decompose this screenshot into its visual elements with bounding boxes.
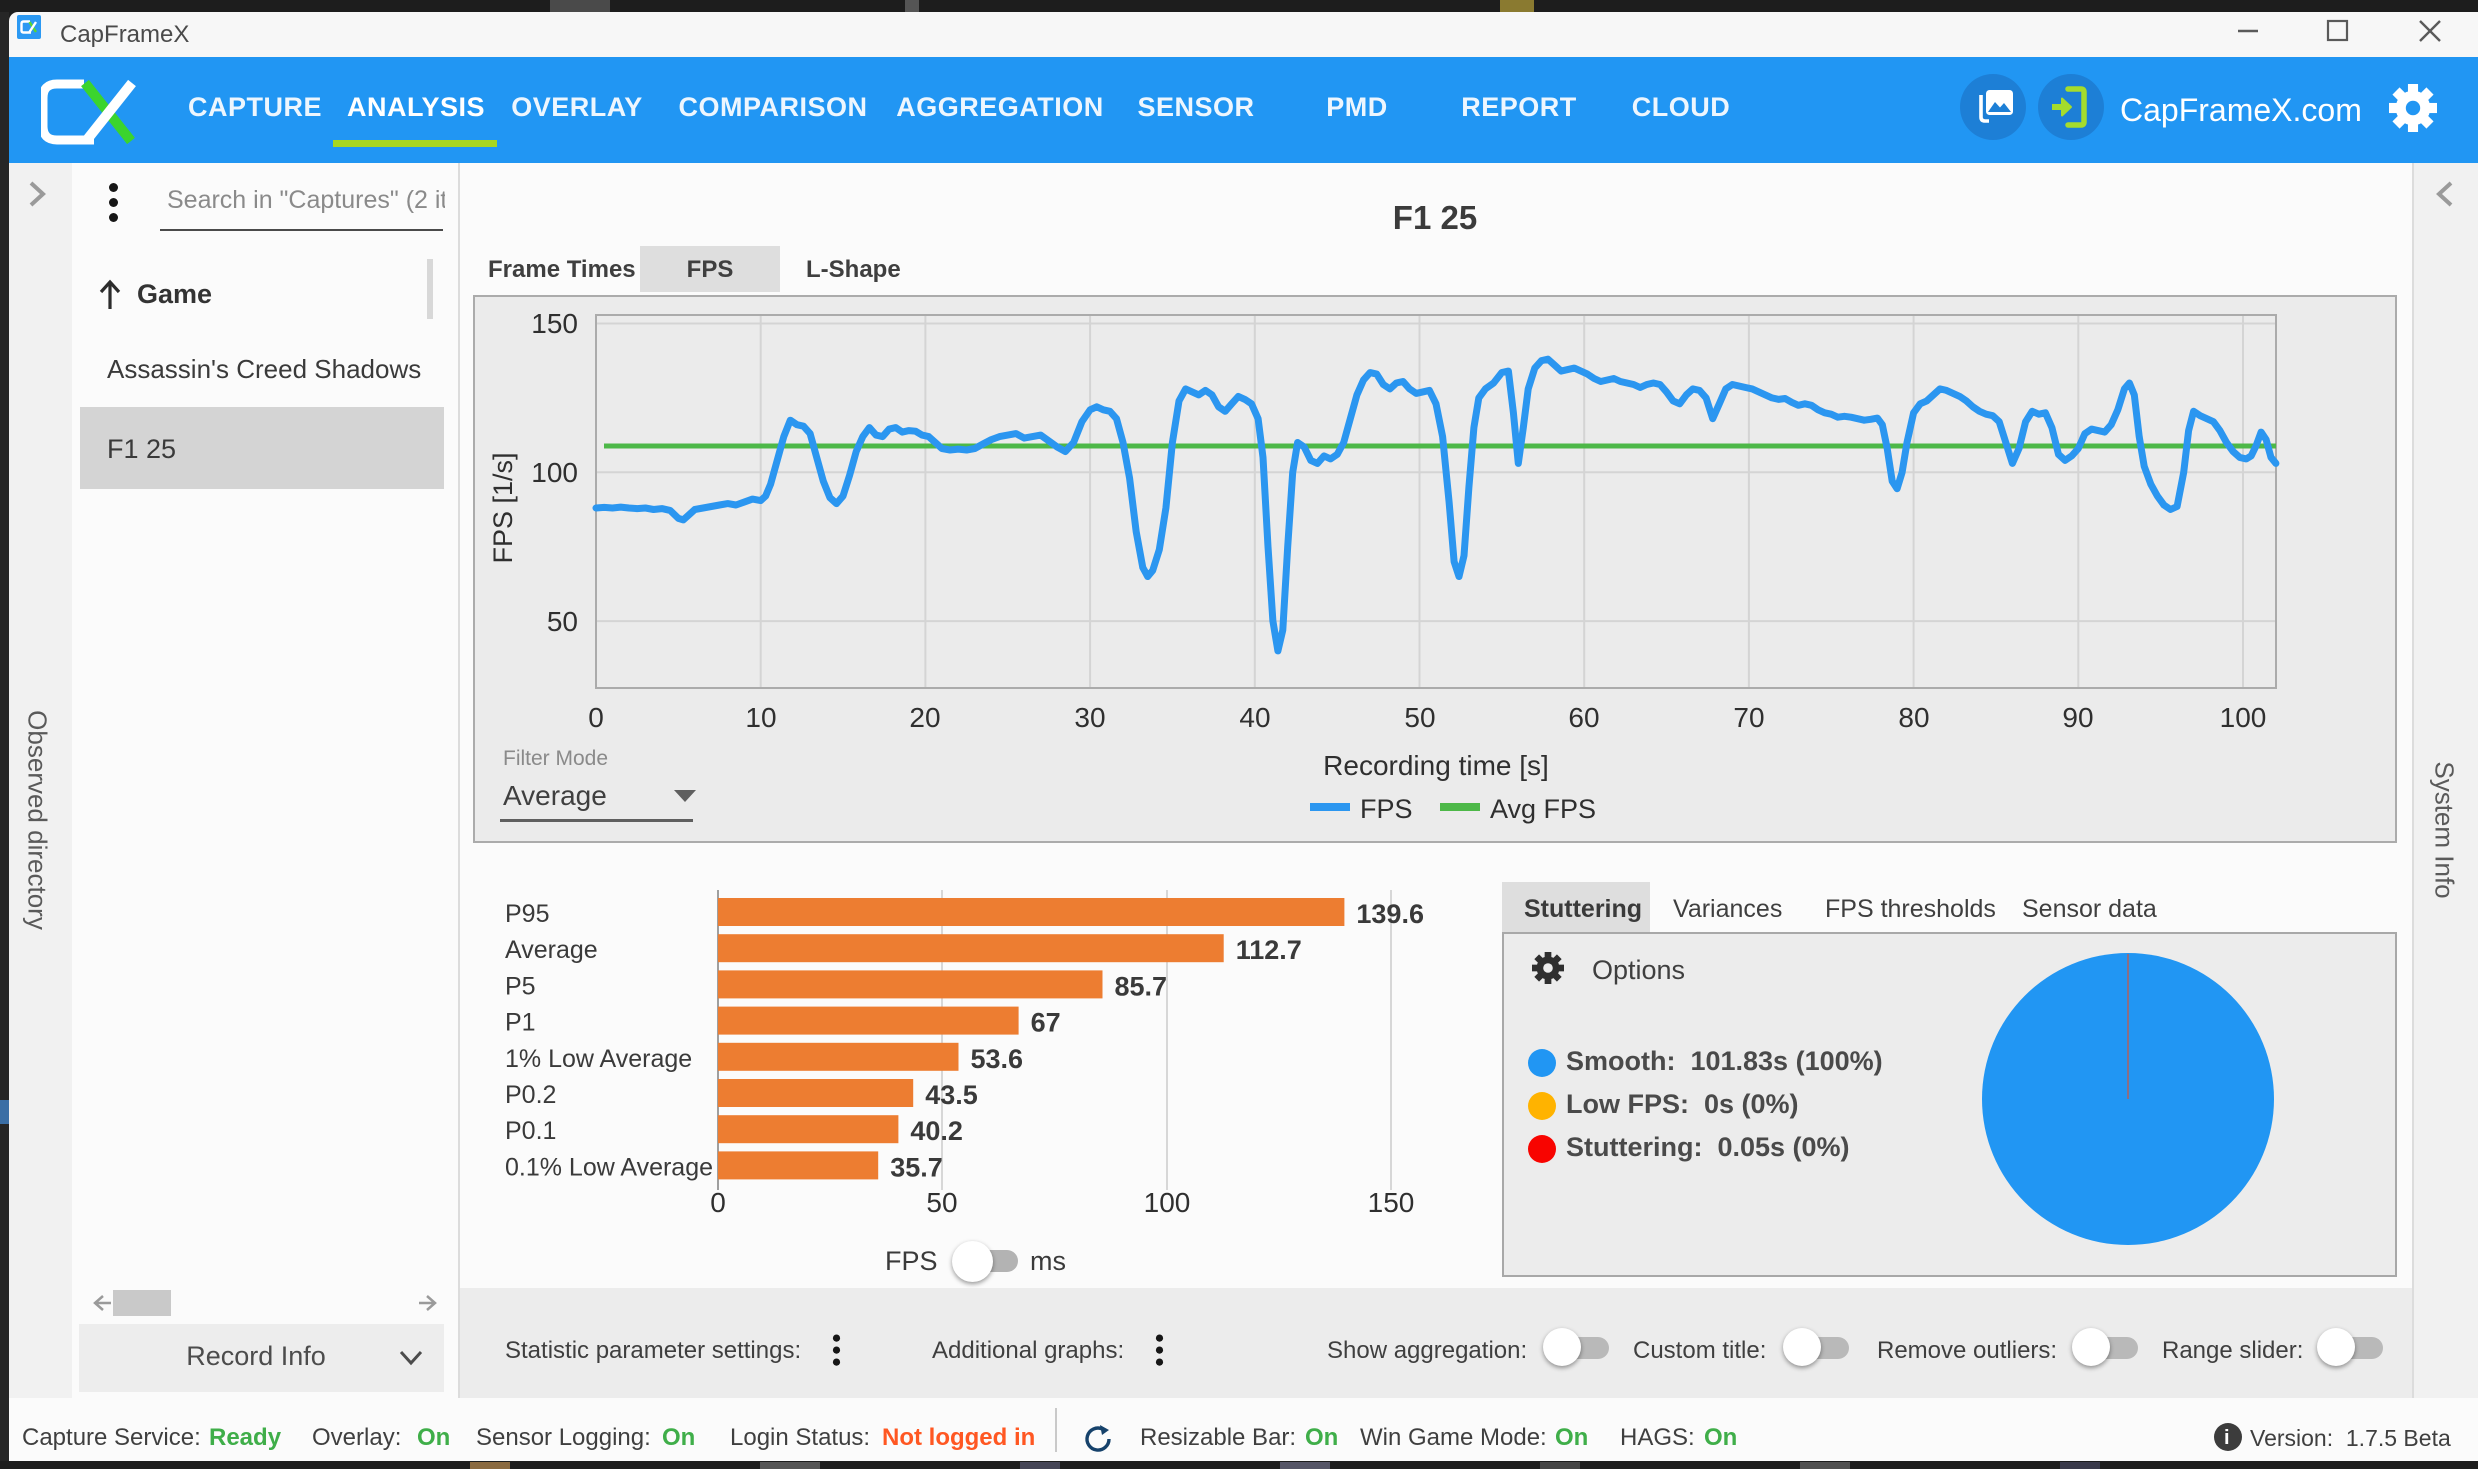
- svg-text:70: 70: [1733, 702, 1764, 733]
- svg-text:112.7: 112.7: [1236, 935, 1302, 965]
- svg-text:150: 150: [531, 308, 578, 339]
- svg-text:1% Low Average: 1% Low Average: [505, 1045, 692, 1073]
- svg-text:FPS: FPS: [1360, 794, 1413, 824]
- svg-text:85.7: 85.7: [1115, 971, 1168, 1001]
- svg-text:P0.2: P0.2: [505, 1081, 556, 1109]
- svg-text:100: 100: [1144, 1187, 1191, 1218]
- svg-text:P1: P1: [505, 1009, 536, 1037]
- svg-text:67: 67: [1031, 1008, 1061, 1038]
- svg-text:Average: Average: [505, 936, 598, 964]
- svg-text:P5: P5: [505, 972, 536, 1000]
- svg-text:50: 50: [926, 1187, 957, 1218]
- svg-text:0.1% Low Average: 0.1% Low Average: [505, 1153, 713, 1181]
- svg-text:100: 100: [531, 457, 578, 488]
- svg-text:60: 60: [1568, 702, 1599, 733]
- svg-text:50: 50: [547, 606, 578, 637]
- svg-text:P0.1: P0.1: [505, 1117, 556, 1145]
- svg-text:80: 80: [1898, 702, 1929, 733]
- svg-text:30: 30: [1074, 702, 1105, 733]
- svg-text:50: 50: [1404, 702, 1435, 733]
- svg-text:139.6: 139.6: [1356, 899, 1424, 929]
- svg-text:40.2: 40.2: [910, 1116, 963, 1146]
- svg-text:20: 20: [909, 702, 940, 733]
- svg-text:P95: P95: [505, 900, 549, 928]
- svg-text:10: 10: [745, 702, 776, 733]
- svg-text:100: 100: [2220, 702, 2267, 733]
- svg-text:53.6: 53.6: [971, 1044, 1024, 1074]
- svg-text:FPS [1/s]: FPS [1/s]: [488, 452, 518, 563]
- svg-text:90: 90: [2062, 702, 2093, 733]
- svg-text:40: 40: [1239, 702, 1270, 733]
- svg-text:150: 150: [1368, 1187, 1415, 1218]
- svg-text:Avg FPS: Avg FPS: [1490, 794, 1596, 824]
- svg-text:0: 0: [710, 1187, 726, 1218]
- svg-text:0: 0: [588, 702, 604, 733]
- svg-text:Recording time [s]: Recording time [s]: [1323, 750, 1549, 781]
- svg-text:35.7: 35.7: [890, 1152, 943, 1182]
- svg-text:43.5: 43.5: [925, 1080, 978, 1110]
